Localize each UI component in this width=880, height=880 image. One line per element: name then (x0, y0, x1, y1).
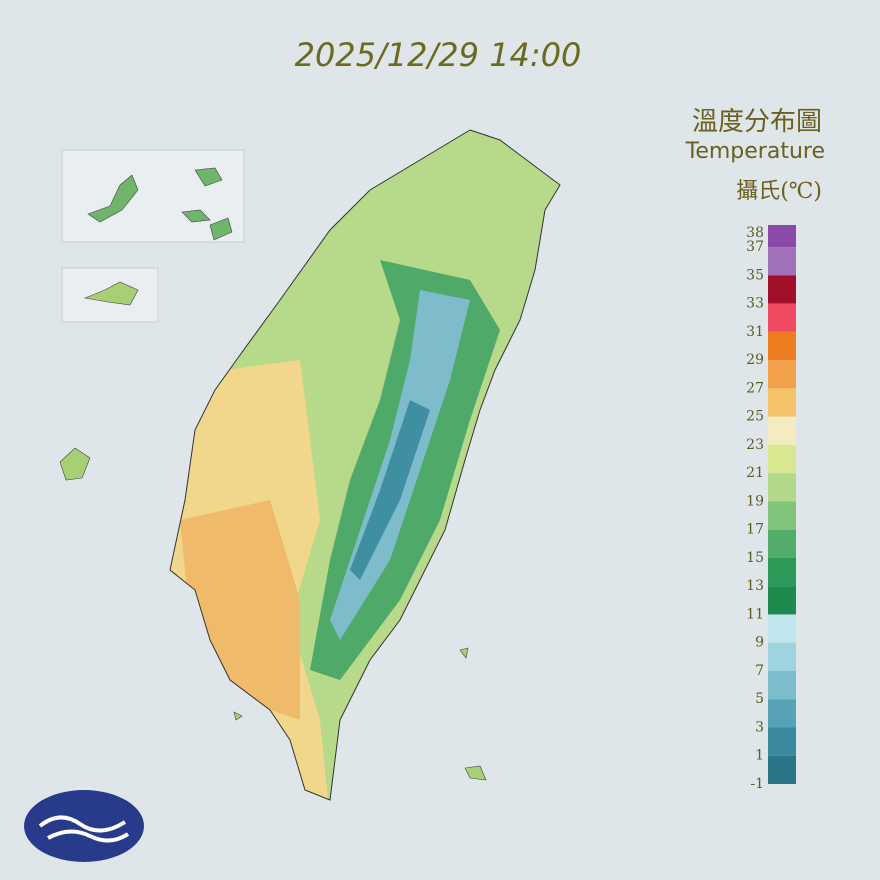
legend-unit: 攝氏(℃) (736, 179, 822, 204)
legend-swatch (768, 755, 796, 784)
legend-swatch (768, 473, 796, 502)
legend-tick-label: 15 (746, 550, 764, 566)
map-title: 2025/12/29 14:00 (295, 36, 582, 74)
legend-tick-label: 27 (746, 380, 764, 396)
hot-zone (180, 500, 300, 720)
legend-title: 溫度分布圖 (692, 107, 822, 137)
legend-tick-label: 19 (746, 493, 764, 509)
legend-tick-label: 13 (746, 578, 764, 594)
legend-tick-label: 29 (746, 352, 764, 368)
legend-tick-label: 17 (746, 522, 764, 538)
island (59, 447, 487, 781)
legend-swatch (768, 416, 796, 445)
legend-tick-label: 23 (746, 437, 764, 453)
legend-swatch (768, 699, 796, 728)
island (181, 167, 233, 241)
legend-swatch (768, 225, 796, 248)
cold-core (350, 400, 430, 580)
legend-tick-label: 25 (746, 409, 764, 425)
legend-tick-label: 9 (755, 635, 764, 651)
legend-swatch (768, 614, 796, 643)
legend-swatch (768, 331, 796, 361)
legend-tick-label: 11 (746, 606, 764, 622)
legend-swatch (768, 586, 796, 615)
legend-swatch (768, 275, 796, 304)
legend-tick-label: 33 (746, 296, 764, 312)
legend-swatch (768, 642, 796, 671)
logo-mark (38, 815, 130, 843)
legend-tick-label: 21 (746, 465, 764, 481)
legend-tick-label: 38 (746, 225, 764, 241)
legend-swatch (768, 501, 796, 530)
legend-swatch (768, 444, 796, 474)
legend-swatch (768, 388, 796, 417)
coastline (169, 129, 561, 801)
legend-tick-label: -1 (750, 776, 764, 792)
legend-tick-label: 7 (755, 663, 764, 679)
legend-swatch (768, 529, 796, 558)
legend-tick-label: 37 (746, 239, 764, 255)
legend-subtitle: Temperature (685, 139, 825, 164)
legend-swatch (768, 360, 796, 389)
legend-swatch (768, 670, 796, 700)
legend-tick-label: 1 (755, 748, 764, 764)
legend-swatch (768, 557, 796, 587)
island (87, 174, 139, 223)
legend-tick-label: 3 (755, 719, 764, 735)
legend-tick-label: 35 (746, 267, 764, 283)
island (83, 281, 139, 306)
legend-tick-label: 5 (755, 691, 764, 707)
legend-tick-label: 31 (746, 324, 764, 340)
legend-swatch (768, 303, 796, 332)
legend-swatch (768, 247, 796, 276)
legend-swatch (768, 727, 796, 756)
